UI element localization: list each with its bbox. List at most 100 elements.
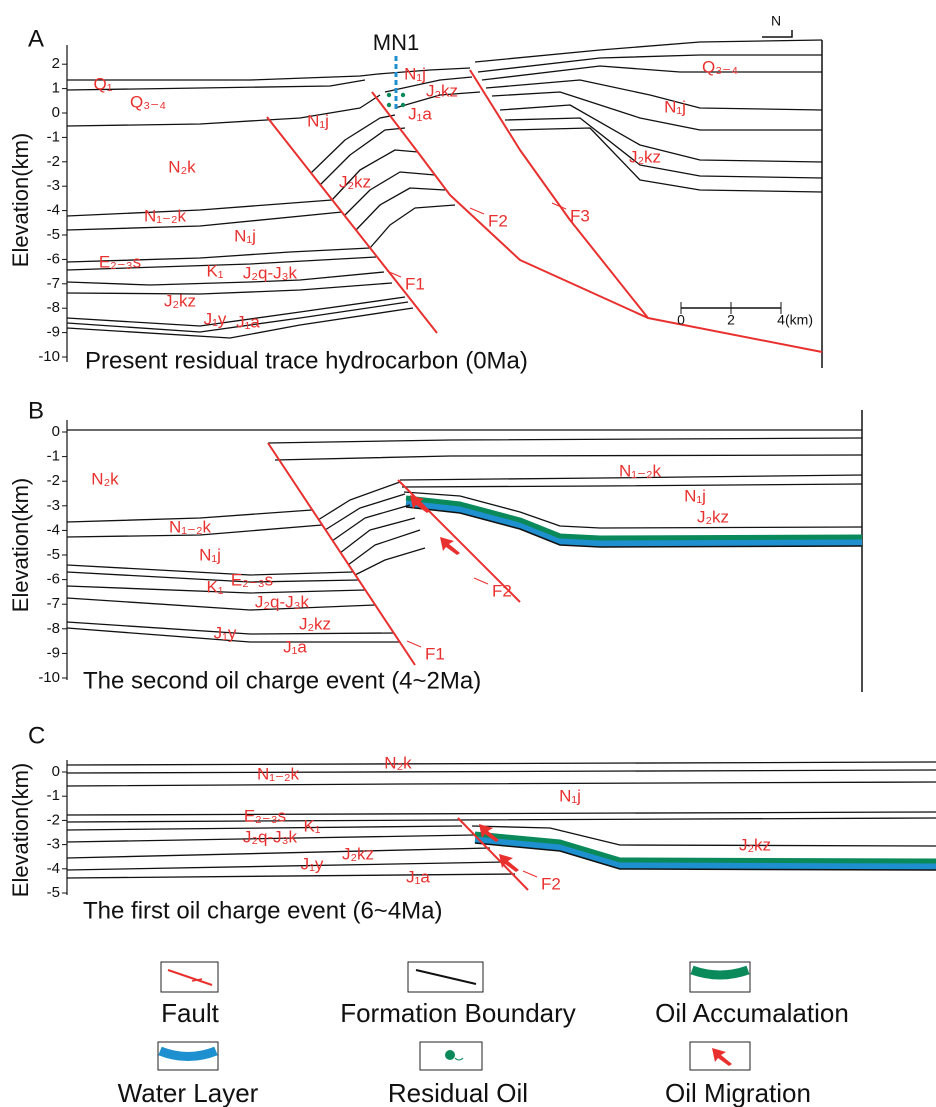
scale-label: 0 bbox=[677, 312, 685, 328]
y-tick-label: -1 bbox=[47, 787, 60, 804]
formation-boundary bbox=[66, 271, 385, 286]
formation-label: J₂q-J₃k bbox=[255, 592, 310, 611]
y-tick-label: -7 bbox=[47, 595, 60, 612]
y-axis-label: Elevation(km) bbox=[8, 478, 33, 612]
formation-boundary bbox=[324, 493, 406, 531]
formation-label: J₁a bbox=[283, 637, 307, 656]
formation-boundary bbox=[274, 454, 863, 461]
formation-boundary bbox=[477, 54, 822, 73]
formation-label: K₁ bbox=[206, 261, 223, 280]
formation-boundary bbox=[394, 91, 481, 109]
y-tick-label: -4 bbox=[47, 202, 60, 219]
formation-boundary bbox=[66, 847, 491, 859]
residual-oil bbox=[386, 102, 392, 108]
y-tick-label: -6 bbox=[47, 250, 60, 267]
formation-boundary bbox=[66, 211, 343, 231]
formation-boundary bbox=[66, 94, 381, 127]
y-tick-label: -9 bbox=[47, 324, 60, 341]
legend-label: Fault bbox=[161, 998, 220, 1028]
oil-accumulation bbox=[405, 495, 863, 541]
formation-label: J₂kz bbox=[697, 507, 729, 526]
fault-slip bbox=[386, 270, 402, 278]
scale-label: 4 bbox=[777, 312, 785, 328]
north-arrow bbox=[762, 30, 793, 38]
oil-accumulation bbox=[474, 831, 936, 864]
formation-boundary bbox=[66, 627, 400, 643]
formation-label: J₂kz bbox=[739, 835, 771, 854]
formation-boundary bbox=[504, 117, 823, 179]
formation-boundary bbox=[399, 474, 863, 481]
y-tick-label: -8 bbox=[47, 299, 60, 316]
formation-boundary bbox=[405, 506, 863, 548]
formation-boundary bbox=[354, 547, 426, 576]
y-tick-label: -9 bbox=[47, 644, 60, 661]
formation-label: J₂q-J₃k bbox=[243, 827, 298, 846]
formation-label: K₁ bbox=[206, 577, 223, 596]
legend-label: Oil Accumalation bbox=[655, 998, 849, 1028]
formation-label: N₁j bbox=[684, 486, 706, 505]
y-tick-label: -1 bbox=[47, 448, 60, 465]
formation-boundary bbox=[384, 76, 473, 93]
y-tick-label: -1 bbox=[47, 128, 60, 145]
y-axis-label: Elevation(km) bbox=[8, 763, 33, 897]
formation-label: K₁ bbox=[303, 816, 320, 835]
formation-boundary bbox=[66, 571, 360, 583]
formation-boundary bbox=[66, 509, 313, 523]
formation-label: J₂kz bbox=[164, 291, 196, 310]
fault bbox=[266, 116, 438, 334]
formation-boundary bbox=[66, 769, 936, 774]
formation-boundary bbox=[66, 597, 376, 611]
north-label: N bbox=[771, 13, 781, 29]
fault-label: F1 bbox=[425, 644, 445, 663]
formation-label: J₁y bbox=[214, 623, 237, 642]
y-tick-label: -3 bbox=[47, 177, 60, 194]
panel-label: A bbox=[28, 25, 44, 52]
formation-label: N₁j bbox=[404, 64, 426, 83]
fault-label: F2 bbox=[488, 211, 508, 230]
formation-label: Q₁ bbox=[94, 74, 113, 93]
oil-migration-arrow bbox=[440, 537, 460, 555]
y-axis-label: Elevation(km) bbox=[8, 133, 33, 267]
y-tick-label: 2 bbox=[52, 55, 60, 72]
y-tick-label: -2 bbox=[47, 472, 60, 489]
y-tick-label: 0 bbox=[52, 104, 60, 121]
caption: The first oil charge event (6~4Ma) bbox=[83, 897, 443, 924]
well-label: MN1 bbox=[373, 30, 419, 55]
formation-label: N₁₋₂k bbox=[619, 461, 662, 480]
formation-boundary bbox=[319, 127, 406, 186]
formation-label: J₂kz bbox=[629, 147, 661, 166]
scale-unit: (km) bbox=[785, 312, 813, 328]
y-tick-label: -10 bbox=[38, 348, 60, 365]
formation-boundary bbox=[66, 307, 414, 339]
y-tick-label: -10 bbox=[38, 669, 60, 686]
formation-boundary bbox=[499, 104, 823, 163]
formation-boundary bbox=[66, 524, 323, 538]
formation-boundary bbox=[66, 296, 406, 327]
fault bbox=[457, 817, 529, 891]
y-tick-label: -8 bbox=[47, 620, 60, 637]
legend-label: Formation Boundary bbox=[340, 998, 576, 1028]
panel-label: C bbox=[28, 722, 45, 749]
formation-boundary bbox=[355, 187, 446, 231]
y-tick-label: -3 bbox=[47, 497, 60, 514]
formation-boundary bbox=[66, 585, 366, 594]
formation-boundary bbox=[474, 842, 936, 871]
y-tick-label: -4 bbox=[47, 860, 60, 877]
fault-label: F3 bbox=[570, 206, 590, 225]
formation-label: J₂kz bbox=[426, 81, 458, 100]
formation-boundary bbox=[66, 873, 516, 879]
water-layer bbox=[405, 499, 863, 547]
formation-boundary bbox=[317, 481, 401, 521]
y-tick-label: -2 bbox=[47, 811, 60, 828]
fault bbox=[371, 91, 649, 319]
formation-boundary bbox=[310, 114, 396, 174]
formation-label: J₂kz bbox=[299, 614, 331, 633]
formation-boundary bbox=[67, 73, 379, 81]
y-tick-label: -5 bbox=[47, 546, 60, 563]
formation-label: Q₃₋₄ bbox=[130, 92, 166, 111]
formation-label: E₂₋₃s bbox=[99, 252, 141, 271]
fault bbox=[267, 442, 416, 666]
formation-boundary bbox=[331, 149, 419, 201]
formation-label: J₁a bbox=[406, 867, 430, 886]
